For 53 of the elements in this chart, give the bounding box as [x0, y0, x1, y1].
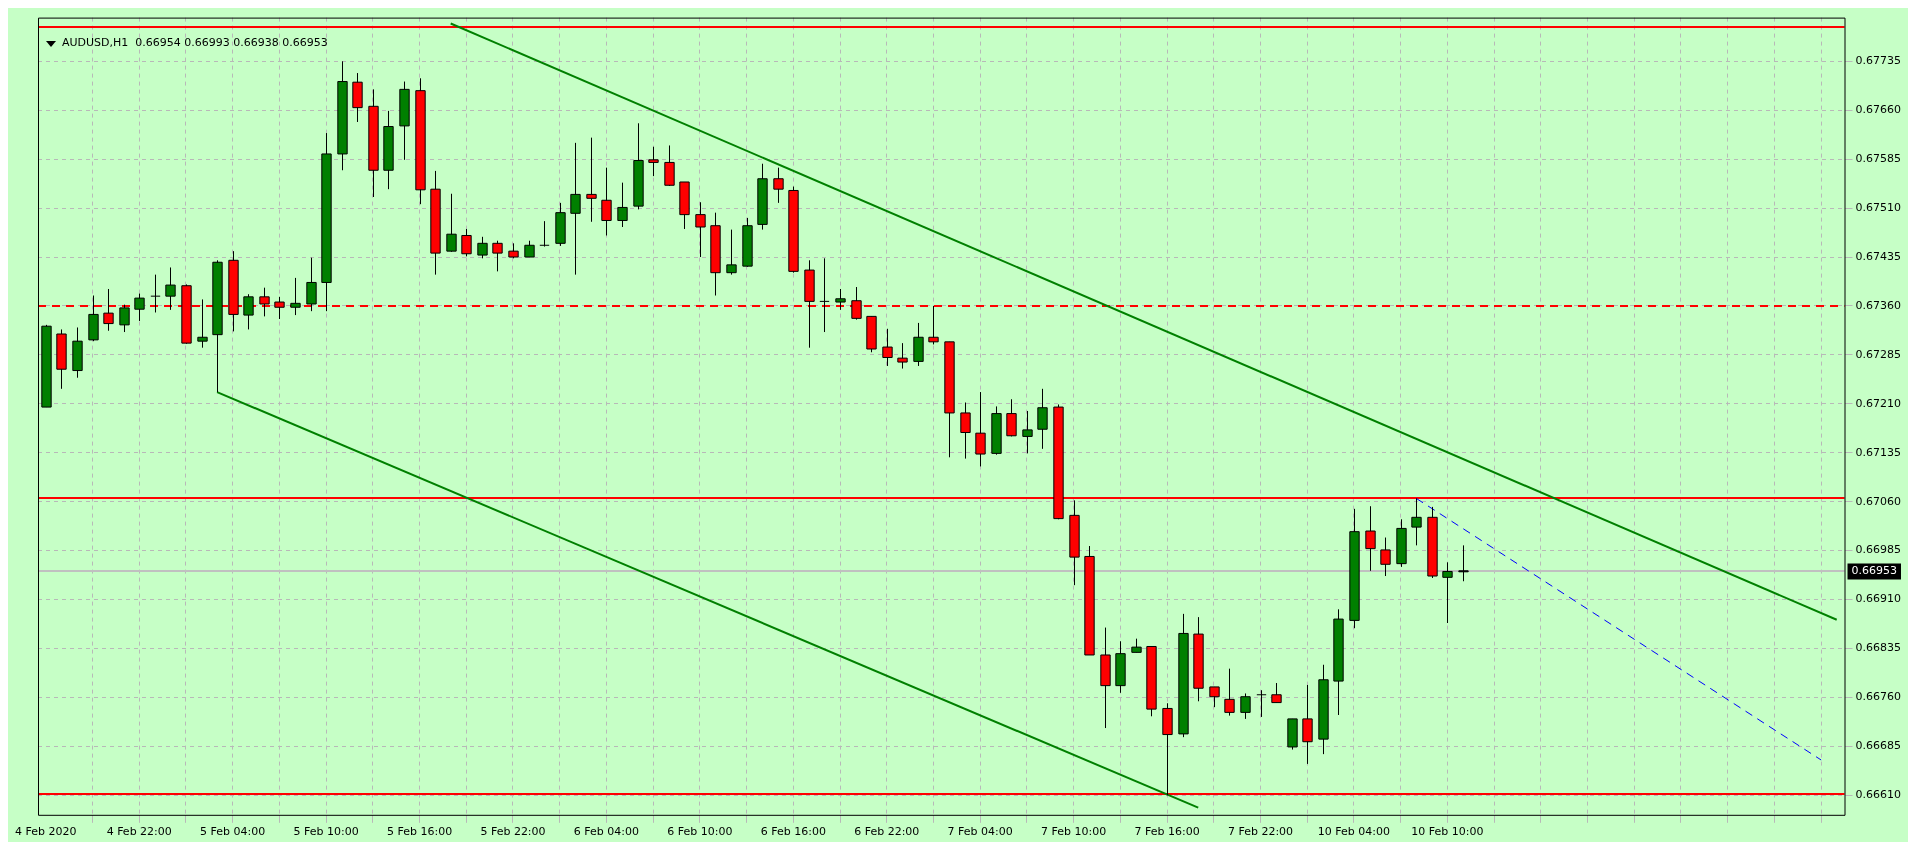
y-tick-label: 0.67060 [1855, 494, 1902, 508]
y-tick-label: 0.67510 [1855, 200, 1902, 214]
x-tick-label: 5 Feb 04:00 [200, 825, 266, 839]
candlestick [1380, 537, 1391, 577]
candlestick [1006, 398, 1017, 437]
text: AUDUSD,H1 0.66954 0.66993 0.66938 0.66953 [62, 36, 328, 50]
y-tick-label: 0.66835 [1855, 641, 1902, 655]
y-tick-label: 0.66685 [1855, 739, 1902, 753]
candlestick [1037, 388, 1048, 450]
candlestick [539, 220, 550, 248]
y-tick-label: 0.67660 [1855, 103, 1902, 117]
x-tick-label: 5 Feb 10:00 [293, 825, 359, 839]
x-tick-label: 7 Feb 22:00 [1227, 825, 1294, 839]
y-tick-label: 0.66610 [1855, 788, 1902, 802]
x-tick-label: 4 Feb 2020 [15, 825, 77, 839]
x-tick-label: 5 Feb 16:00 [386, 825, 453, 839]
candlestick [1240, 692, 1251, 720]
x-tick-label: 4 Feb 22:00 [106, 825, 172, 839]
x-tick-label: 5 Feb 22:00 [480, 825, 546, 839]
candlestick [1022, 410, 1033, 454]
y-tick-label: 0.67585 [1855, 152, 1902, 166]
y-tick-label: 0.67285 [1855, 347, 1902, 361]
candlestick [570, 142, 581, 276]
candlestick [835, 288, 846, 311]
y-tick-label: 0.67735 [1855, 54, 1902, 68]
x-tick-label: 7 Feb 10:00 [1041, 825, 1107, 839]
x-tick-label: 7 Feb 16:00 [1134, 825, 1200, 839]
candlestick [446, 193, 457, 253]
x-tick-label: 6 Feb 16:00 [760, 825, 826, 839]
candlestick [150, 274, 161, 313]
y-tick-label: 0.67435 [1855, 249, 1902, 263]
y-tick-label: 0.67210 [1855, 396, 1902, 410]
y-tick-label: 0.67135 [1855, 445, 1902, 459]
x-tick-label: 6 Feb 10:00 [667, 825, 733, 839]
candlestick [601, 167, 612, 236]
y-tick-label: 0.66910 [1855, 592, 1902, 606]
x-tick-label: 6 Feb 22:00 [854, 825, 920, 839]
candlestick [664, 144, 675, 187]
candlestick [1256, 689, 1267, 718]
x-tick-label: 10 Feb 04:00 [1317, 825, 1391, 839]
x-tick-label: 7 Feb 04:00 [947, 825, 1013, 839]
y-tick-label: 0.66985 [1855, 543, 1902, 557]
candlestick [243, 293, 254, 330]
y-tick-label: 0.66760 [1855, 690, 1902, 704]
y-tick-label: 0.67360 [1855, 298, 1902, 312]
candlestick [306, 257, 317, 312]
x-tick-label: 10 Feb 10:00 [1411, 825, 1484, 839]
candlestick [648, 146, 659, 177]
candlestick [960, 402, 971, 460]
candlestick [773, 167, 784, 204]
ref-line-label: 0.66953 [1851, 564, 1898, 578]
candlestick [819, 257, 830, 333]
x-tick-label: 6 Feb 04:00 [573, 825, 640, 839]
